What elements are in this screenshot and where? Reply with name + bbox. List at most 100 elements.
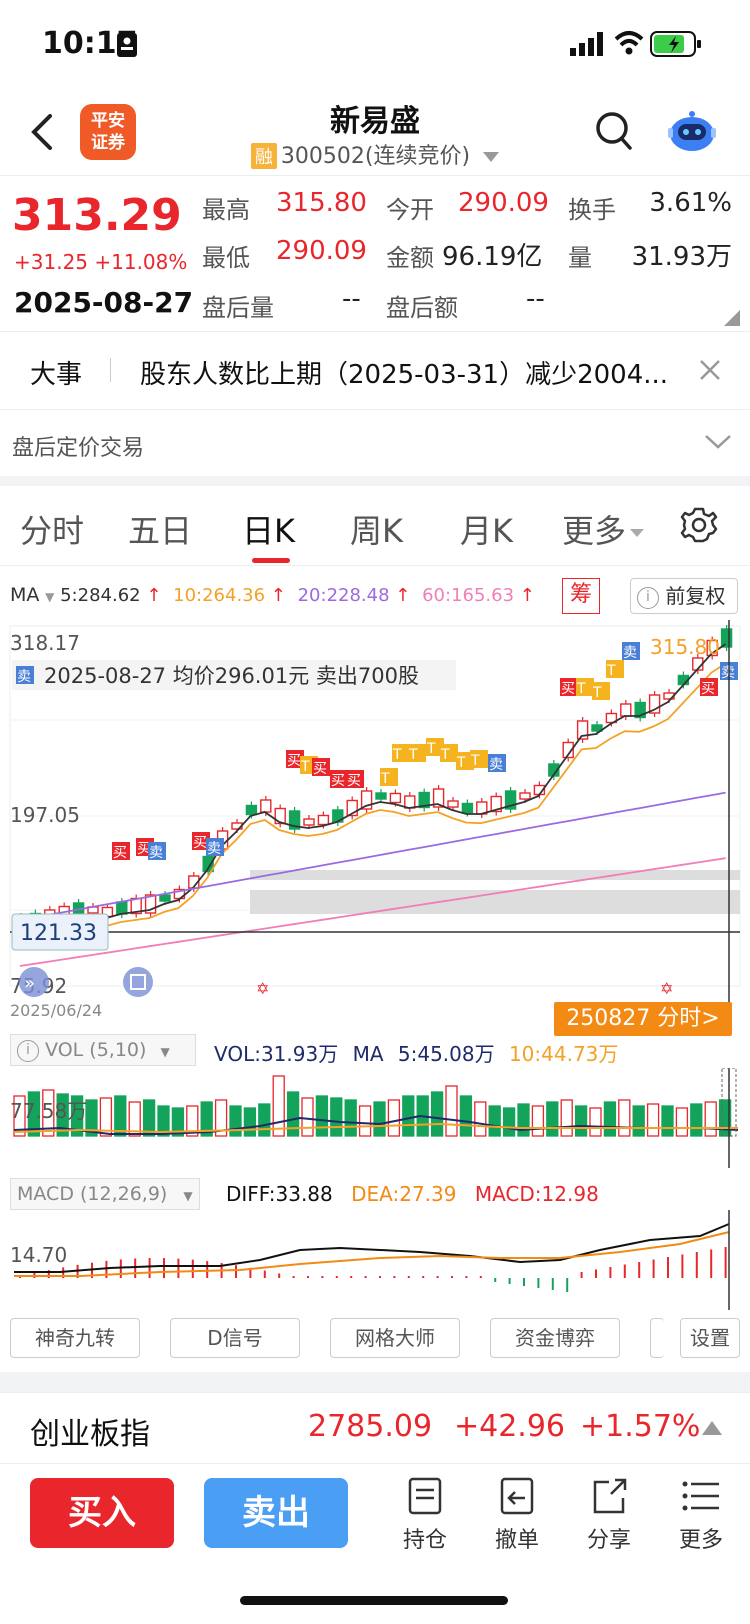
tab-more[interactable]: 更多 bbox=[562, 506, 645, 552]
trade-tag: T bbox=[300, 759, 310, 775]
vol-indicator-selector[interactable]: i VOL (5,10) ▼ bbox=[10, 1034, 196, 1066]
btn-hidden[interactable] bbox=[650, 1318, 664, 1358]
tab-monthly-k[interactable]: 月K bbox=[460, 512, 513, 550]
candle bbox=[116, 901, 128, 915]
volume-bar bbox=[589, 1107, 602, 1137]
tab-five-day[interactable]: 五日 bbox=[128, 512, 193, 550]
timeshare-jump-button[interactable]: 250827 分时> bbox=[554, 1002, 732, 1036]
rewind-icon-glyph: » bbox=[24, 973, 35, 994]
search-icon[interactable] bbox=[594, 110, 634, 152]
section-separator bbox=[0, 476, 750, 486]
close-icon[interactable] bbox=[698, 358, 722, 382]
event-marker-icon[interactable]: ✡ bbox=[660, 979, 673, 998]
macd-indicator-selector[interactable]: MACD (12,26,9) ▼ bbox=[10, 1178, 200, 1210]
fullscreen-icon[interactable] bbox=[123, 967, 153, 997]
current-price: 313.29 bbox=[12, 190, 182, 241]
after-hours-trading-row[interactable]: 盘后定价交易 bbox=[0, 410, 750, 476]
volume-bar bbox=[445, 1085, 458, 1137]
index-ticker[interactable]: 创业板指 2785.09 +42.96 +1.57% bbox=[0, 1392, 750, 1464]
candle bbox=[634, 701, 646, 719]
candle bbox=[447, 800, 459, 808]
candle bbox=[202, 855, 214, 873]
volume-chart[interactable]: 77.58万 bbox=[0, 1068, 750, 1168]
share-button[interactable]: 分享 bbox=[574, 1476, 644, 1554]
vol-ma10: 10:44.73万 bbox=[508, 1042, 619, 1066]
chevron-down-icon[interactable] bbox=[704, 434, 732, 450]
volume-bar bbox=[344, 1099, 357, 1137]
candle bbox=[504, 790, 517, 810]
trade-tag: 买 bbox=[347, 773, 361, 789]
cancel-order-button[interactable]: 撤单 bbox=[482, 1476, 552, 1554]
trade-tag-bg bbox=[380, 768, 398, 786]
volume-bar bbox=[488, 1105, 501, 1137]
positions-button[interactable]: 持仓 bbox=[390, 1476, 460, 1554]
btn-magic-nine[interactable]: 神奇九转 bbox=[10, 1318, 140, 1358]
rewind-icon[interactable] bbox=[19, 967, 49, 997]
vol-value: VOL:31.93万 bbox=[214, 1042, 339, 1066]
tab-weekly-k[interactable]: 周K bbox=[350, 512, 403, 550]
volume-bar bbox=[13, 1095, 26, 1137]
macd-chart[interactable]: 14.70 bbox=[0, 1210, 750, 1310]
more-button[interactable]: 更多 bbox=[666, 1476, 736, 1554]
volume-bar bbox=[128, 1101, 141, 1137]
caret-down-icon bbox=[483, 152, 500, 162]
ma-dropdown-icon[interactable]: ▼ bbox=[45, 590, 55, 604]
vol-legend: VOL:31.93万 MA 5:45.08万 10:44.73万 bbox=[214, 1038, 618, 1067]
btn-settings[interactable]: 设置 bbox=[680, 1318, 740, 1358]
broker-logo-text: 平安证券 bbox=[91, 111, 125, 153]
volume-bar bbox=[430, 1091, 444, 1137]
after-amount-label: 盘后额 bbox=[386, 294, 458, 322]
candle bbox=[360, 790, 373, 810]
divider bbox=[110, 358, 111, 382]
trade-tag: T bbox=[576, 681, 586, 697]
expand-corner-icon[interactable] bbox=[724, 310, 740, 326]
chart-period-tabs: 分时 五日 日K 周K 月K 更多 bbox=[0, 486, 750, 566]
volume-bar bbox=[704, 1101, 717, 1137]
volume-bar bbox=[661, 1105, 674, 1137]
ma10-value: 10:264.36 bbox=[173, 585, 266, 606]
btn-grid-master[interactable]: 网格大师 bbox=[330, 1318, 460, 1358]
gear-icon[interactable] bbox=[680, 506, 718, 544]
buy-button[interactable]: 买入 bbox=[30, 1478, 174, 1548]
trade-tag: T bbox=[392, 747, 402, 763]
volume-bar bbox=[618, 1099, 631, 1137]
trade-tag: T bbox=[408, 747, 418, 763]
cursor-price-box bbox=[11, 913, 109, 951]
volume-bar bbox=[258, 1103, 271, 1137]
event-marker-icon[interactable]: ✡ bbox=[256, 979, 269, 998]
more-label: 更多 bbox=[678, 1528, 723, 1553]
volume-bar bbox=[632, 1105, 645, 1137]
kline-chart[interactable]: 买买卖买 卖买 T 买买买 TT T T T T T 卖买 T TT卖买卖 318.17 197.05 … bbox=[0, 620, 750, 1020]
back-arrow-icon[interactable] bbox=[22, 110, 66, 154]
candle bbox=[519, 792, 531, 800]
tab-daily-k[interactable]: 日K bbox=[242, 512, 295, 550]
chip-distribution-button[interactable]: 筹 bbox=[562, 578, 600, 614]
after-hours-label: 盘后定价交易 bbox=[12, 436, 145, 461]
tab-timeshare[interactable]: 分时 bbox=[20, 512, 85, 550]
volume-bar bbox=[272, 1075, 285, 1137]
candle bbox=[706, 639, 718, 657]
volume-bar bbox=[99, 1097, 113, 1137]
sell-button[interactable]: 卖出 bbox=[204, 1478, 348, 1548]
volume-bar bbox=[157, 1105, 170, 1137]
amount-label: 金额 bbox=[386, 244, 434, 272]
ma60-line bbox=[19, 857, 726, 967]
low-value: 290.09 bbox=[276, 236, 367, 266]
macd-dea-line bbox=[14, 1231, 730, 1277]
robot-assistant-icon[interactable] bbox=[666, 108, 718, 154]
bottom-action-bar: 买入 卖出 持仓 撤单 分享 更多 bbox=[0, 1464, 750, 1624]
stock-code-selector[interactable]: 融 300502(连续竞价) bbox=[0, 138, 750, 170]
vol-label: VOL (5,10) bbox=[45, 1039, 147, 1061]
home-indicator bbox=[240, 1596, 508, 1605]
news-event-bar[interactable]: 大事 股东人数比上期（2025-03-31）减少2004... bbox=[0, 332, 750, 410]
volume-bar bbox=[27, 1091, 41, 1137]
candle bbox=[288, 810, 301, 830]
adjust-toggle[interactable]: i 前复权 bbox=[630, 578, 738, 614]
info-icon: i bbox=[17, 1039, 39, 1062]
volume-value: 31.93万 bbox=[631, 242, 732, 272]
volume-bar bbox=[474, 1101, 487, 1137]
btn-d-signal[interactable]: D信号 bbox=[170, 1318, 300, 1358]
volume-bar bbox=[690, 1103, 703, 1137]
btn-fund-game[interactable]: 资金博弈 bbox=[490, 1318, 620, 1358]
vol-ma10-line bbox=[13, 1122, 738, 1134]
